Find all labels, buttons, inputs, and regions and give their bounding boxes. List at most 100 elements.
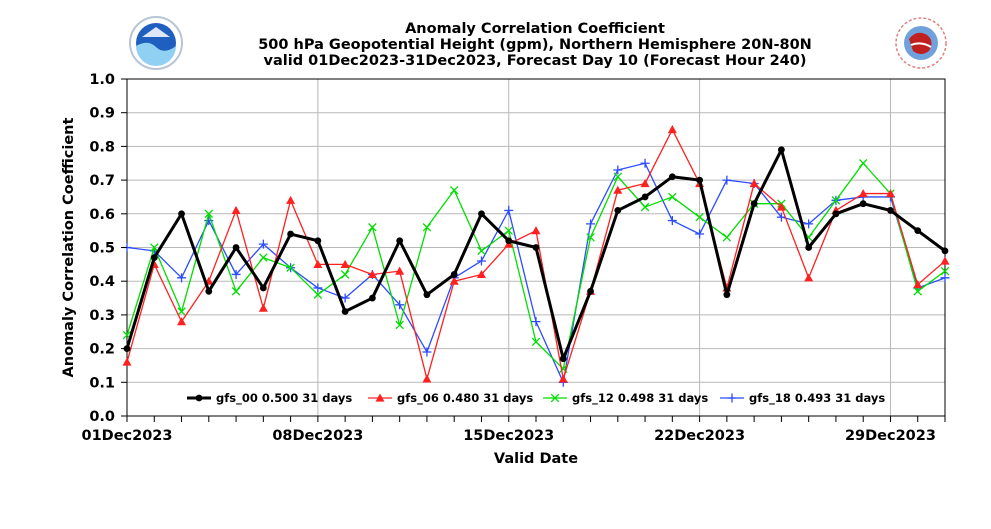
data-point-gfs_06: [749, 178, 759, 188]
data-point-gfs_00: [887, 207, 894, 214]
data-point-gfs_18: [531, 317, 541, 327]
data-point-gfs_00: [532, 244, 540, 251]
data-point-gfs_18: [722, 175, 732, 185]
y-tick-label: 0.0: [89, 409, 115, 425]
data-point-gfs_12: [177, 307, 186, 316]
data-point-gfs_00: [396, 237, 404, 245]
data-point-gfs_00: [805, 244, 813, 251]
data-point-gfs_06: [449, 276, 459, 285]
legend-label: gfs_12 0.498 31 days: [572, 391, 708, 406]
y-tick-label: 0.2: [89, 342, 115, 358]
legend-swatch-marker: [195, 394, 203, 402]
legend-item-gfs_06: gfs_06 0.480 31 days: [368, 391, 533, 406]
legend: gfs_00 0.500 31 days gfs_06 0.480 31 days…: [187, 391, 885, 406]
data-point-gfs_00: [914, 227, 922, 235]
data-point-gfs_06: [667, 125, 677, 134]
data-point-gfs_12: [340, 270, 350, 279]
data-point-gfs_18: [231, 269, 241, 279]
data-point-gfs_18: [613, 165, 623, 175]
data-point-gfs_12: [422, 223, 432, 232]
data-point-gfs_00: [750, 200, 758, 208]
legend-swatch-marker: [727, 393, 737, 403]
data-point-gfs_00: [668, 173, 676, 181]
title-line-2: 500 hPa Geopotential Height (gpm), North…: [258, 37, 812, 53]
data-point-gfs_00: [723, 291, 731, 299]
data-point-gfs_00: [505, 237, 513, 245]
data-point-gfs_18: [804, 219, 814, 229]
x-axis-title: Valid Date: [494, 451, 578, 467]
data-point-gfs_12: [504, 226, 513, 235]
legend-swatch-marker: [550, 393, 560, 403]
data-point-gfs_06: [122, 357, 132, 366]
data-point-gfs_12: [640, 202, 650, 212]
series-gfs_18: [122, 158, 950, 387]
data-point-gfs_18: [504, 205, 514, 215]
data-point-gfs_12: [259, 253, 268, 262]
data-point-gfs_18: [395, 300, 405, 310]
data-point-gfs_00: [341, 308, 349, 315]
data-point-gfs_12: [231, 287, 241, 296]
data-point-gfs_12: [831, 196, 841, 205]
data-point-gfs_12: [695, 212, 704, 222]
data-point-gfs_00: [450, 271, 458, 278]
data-point-gfs_12: [286, 263, 295, 272]
data-point-gfs_00: [641, 193, 649, 201]
y-tick-label: 0.9: [89, 106, 115, 122]
legend-label: gfs_18 0.493 31 days: [749, 391, 885, 406]
data-point-gfs_12: [395, 320, 404, 330]
data-point-gfs_18: [640, 158, 650, 168]
data-point-gfs_18: [422, 347, 432, 357]
data-point-gfs_06: [913, 280, 923, 289]
data-point-gfs_00: [314, 237, 322, 245]
y-tick-label: 0.4: [89, 274, 115, 290]
data-point-gfs_06: [313, 259, 323, 268]
data-point-gfs_06: [558, 374, 568, 383]
x-tick-label: 29Dec2023: [845, 428, 936, 444]
data-point-gfs_18: [940, 273, 950, 283]
series-layer: [122, 125, 950, 387]
title-line-3: valid 01Dec2023-31Dec2023, Forecast Day …: [264, 53, 807, 69]
legend-label: gfs_06 0.480 31 days: [397, 391, 533, 406]
nws-logo: [895, 17, 947, 69]
data-point-gfs_06: [258, 303, 268, 312]
data-point-gfs_00: [696, 176, 703, 184]
data-point-gfs_06: [613, 185, 623, 194]
y-tick-label: 0.6: [89, 207, 115, 223]
legend-item-gfs_18: gfs_18 0.493 31 days: [720, 391, 885, 406]
data-point-gfs_18: [667, 216, 677, 226]
y-tick-label: 0.3: [89, 308, 115, 324]
data-point-gfs_12: [477, 246, 486, 256]
data-point-gfs_06: [640, 178, 650, 188]
data-point-gfs_18: [258, 239, 268, 249]
data-point-gfs_00: [478, 210, 485, 218]
data-point-gfs_00: [205, 287, 213, 295]
data-point-gfs_12: [449, 185, 459, 195]
data-point-gfs_00: [369, 294, 376, 302]
data-point-gfs_00: [778, 146, 785, 154]
data-point-gfs_06: [858, 189, 868, 198]
legend-item-gfs_12: gfs_12 0.498 31 days: [543, 391, 708, 406]
series-line-gfs_18: [126, 162, 946, 383]
y-tick-label: 0.8: [89, 139, 115, 155]
series-line-gfs_00: [125, 148, 946, 361]
x-tick-label: 15Dec2023: [463, 428, 554, 444]
data-point-gfs_12: [586, 233, 595, 242]
y-tick-label: 0.7: [89, 173, 115, 189]
data-point-gfs_12: [313, 290, 323, 299]
data-point-gfs_12: [722, 233, 732, 242]
data-point-gfs_12: [531, 337, 541, 347]
data-point-gfs_12: [150, 243, 159, 252]
data-point-gfs_00: [614, 207, 622, 214]
noaa-logo: [129, 16, 183, 70]
series-gfs_00: [123, 146, 949, 363]
data-point-gfs_12: [913, 287, 922, 296]
data-point-gfs_18: [177, 273, 187, 283]
data-point-gfs_00: [832, 210, 840, 218]
data-point-gfs_06: [395, 266, 405, 275]
data-point-gfs_06: [476, 269, 486, 279]
x-tick-label: 01Dec2023: [81, 428, 172, 444]
y-tick-label: 1.0: [89, 72, 115, 88]
data-point-gfs_06: [367, 269, 377, 279]
